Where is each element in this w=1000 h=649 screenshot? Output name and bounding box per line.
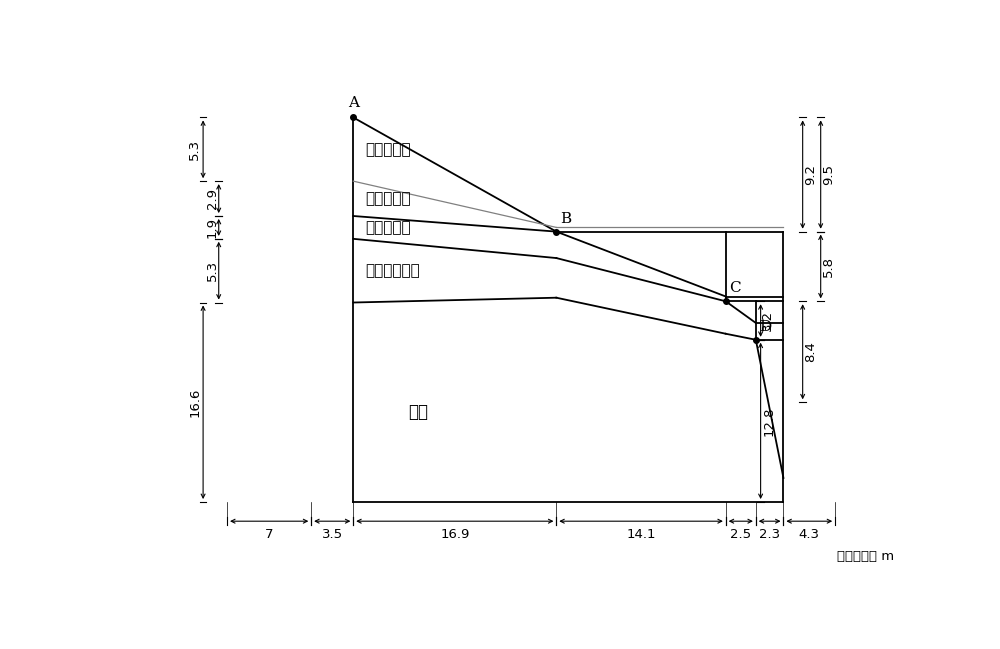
Text: 人工填土层: 人工填土层 <box>365 142 411 157</box>
Text: 1.9: 1.9 <box>206 217 219 238</box>
Text: 基岩: 基岩 <box>408 403 428 421</box>
Text: 5.8: 5.8 <box>822 256 835 277</box>
Text: 7: 7 <box>265 528 273 541</box>
Text: B: B <box>560 212 571 226</box>
Text: C: C <box>729 281 741 295</box>
Text: 9.2: 9.2 <box>804 164 817 185</box>
Text: 3.5: 3.5 <box>322 528 343 541</box>
Text: 16.6: 16.6 <box>188 387 201 417</box>
Text: 2.9: 2.9 <box>206 188 219 209</box>
Text: 2.5: 2.5 <box>730 528 751 541</box>
Text: 粉质粘土层: 粉质粘土层 <box>365 191 411 206</box>
Text: 砾质黏土层: 砾质黏土层 <box>365 220 411 235</box>
Text: 8.4: 8.4 <box>804 341 817 362</box>
Text: 12.8: 12.8 <box>763 406 776 435</box>
Text: 注：单位为 m: 注：单位为 m <box>837 550 894 563</box>
Text: A: A <box>348 96 359 110</box>
Text: 14.1: 14.1 <box>626 528 656 541</box>
Text: 16.9: 16.9 <box>440 528 470 541</box>
Text: 2.3: 2.3 <box>759 528 780 541</box>
Text: 4.3: 4.3 <box>799 528 820 541</box>
Text: 3.2: 3.2 <box>761 310 774 331</box>
Text: 全风化花岗岩: 全风化花岗岩 <box>365 263 420 278</box>
Text: D: D <box>759 320 772 334</box>
Text: 5.3: 5.3 <box>206 260 219 281</box>
Text: 9.5: 9.5 <box>822 164 835 185</box>
Text: 5.3: 5.3 <box>188 139 201 160</box>
